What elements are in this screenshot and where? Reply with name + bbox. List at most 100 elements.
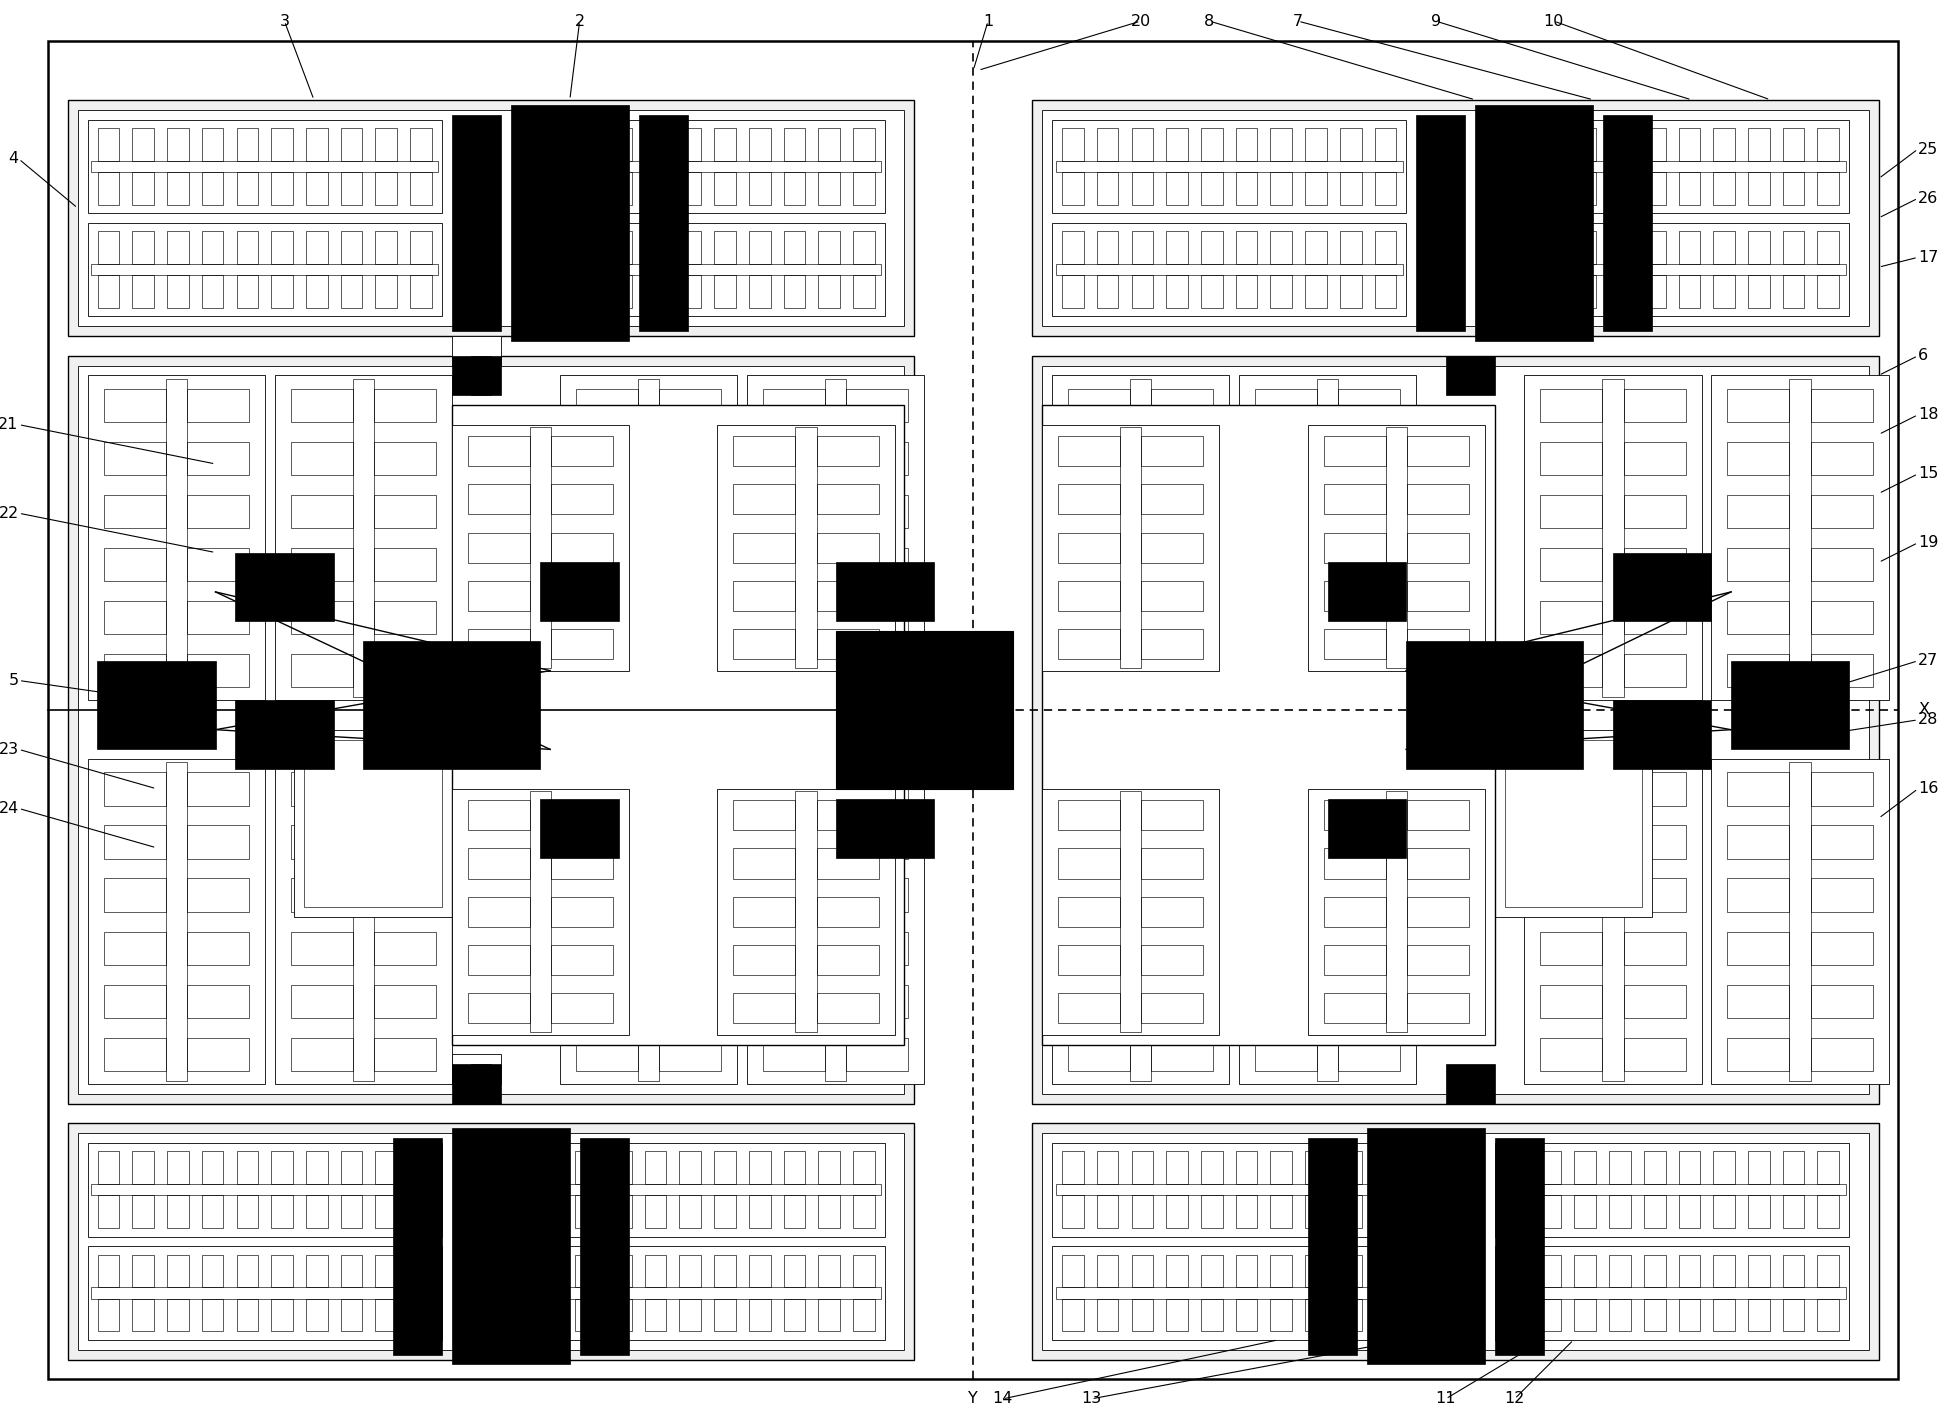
Bar	[1728, 389, 1790, 422]
Bar	[291, 879, 353, 912]
Bar	[795, 791, 816, 1032]
Bar	[1679, 172, 1701, 204]
Bar	[374, 825, 436, 859]
Bar	[1747, 1255, 1770, 1288]
Bar	[1142, 436, 1204, 466]
Bar	[1408, 629, 1470, 659]
Bar	[551, 993, 613, 1024]
Bar	[103, 1038, 165, 1071]
Bar	[1817, 1299, 1838, 1332]
Bar	[1097, 275, 1119, 308]
Bar	[714, 1255, 735, 1288]
Bar	[97, 1255, 120, 1288]
Bar	[97, 1299, 120, 1332]
Bar	[132, 1196, 153, 1228]
Bar	[235, 700, 334, 770]
Bar	[452, 356, 500, 395]
Bar	[202, 275, 223, 308]
Bar	[1235, 1255, 1256, 1288]
Bar	[1130, 763, 1152, 1081]
Bar	[1152, 494, 1214, 528]
Bar	[1255, 442, 1317, 474]
Bar	[1063, 275, 1084, 308]
Bar	[467, 484, 529, 514]
Bar	[1574, 1196, 1596, 1228]
Bar	[1505, 172, 1526, 204]
Bar	[1644, 231, 1666, 264]
Bar	[1324, 629, 1386, 659]
Bar	[1679, 1299, 1701, 1332]
Bar	[644, 128, 667, 160]
Bar	[1053, 1247, 1406, 1340]
Bar	[1714, 1152, 1735, 1184]
Bar	[733, 581, 795, 611]
Bar	[1305, 1299, 1326, 1332]
Bar	[1338, 879, 1400, 912]
Bar	[1041, 405, 1495, 1045]
Bar	[374, 932, 436, 964]
Bar	[186, 494, 248, 528]
Bar	[186, 442, 248, 474]
Bar	[202, 1255, 223, 1288]
Bar	[1338, 389, 1400, 422]
Bar	[1068, 825, 1130, 859]
Bar	[1408, 849, 1470, 879]
Bar	[291, 548, 353, 581]
Text: 28: 28	[1918, 713, 1939, 727]
Bar	[783, 128, 805, 160]
Bar	[186, 984, 248, 1018]
Bar	[78, 365, 904, 1093]
Bar	[1152, 932, 1214, 964]
Bar	[452, 788, 628, 1035]
Bar	[1623, 389, 1685, 422]
Bar	[1132, 1299, 1154, 1332]
Bar	[576, 494, 638, 528]
Bar	[748, 128, 770, 160]
Bar	[271, 128, 293, 160]
Bar	[1152, 984, 1214, 1018]
Bar	[394, 1137, 442, 1355]
Text: 9: 9	[1431, 14, 1441, 28]
Bar	[467, 532, 529, 562]
Bar	[237, 275, 258, 308]
Bar	[1679, 231, 1701, 264]
Bar	[97, 231, 120, 264]
Bar	[1540, 1152, 1561, 1184]
Bar	[186, 548, 248, 581]
Bar	[1324, 436, 1386, 466]
Bar	[576, 1152, 597, 1184]
Bar	[376, 172, 397, 204]
Bar	[1053, 1143, 1406, 1237]
Bar	[747, 760, 925, 1083]
Bar	[237, 1255, 258, 1288]
Bar	[1505, 740, 1642, 907]
Bar	[374, 494, 436, 528]
Bar	[291, 1038, 353, 1071]
Bar	[541, 1196, 562, 1228]
Bar	[291, 932, 353, 964]
Bar	[1041, 425, 1220, 670]
Text: 4: 4	[8, 152, 19, 166]
Bar	[1340, 172, 1361, 204]
Bar	[467, 849, 529, 879]
Bar	[1408, 944, 1470, 976]
Bar	[1165, 275, 1189, 308]
Bar	[376, 231, 397, 264]
Bar	[1305, 1152, 1326, 1184]
Bar	[1059, 581, 1121, 611]
Bar	[1059, 532, 1121, 562]
Bar	[541, 275, 562, 308]
Bar	[1747, 128, 1770, 160]
Bar	[271, 1299, 293, 1332]
Bar	[1747, 1196, 1770, 1228]
Bar	[644, 172, 667, 204]
Bar	[1728, 653, 1790, 687]
Bar	[1055, 1288, 1402, 1299]
Text: 1: 1	[983, 14, 993, 28]
Bar	[818, 231, 840, 264]
Bar	[1255, 389, 1317, 422]
Bar	[1235, 231, 1256, 264]
Bar	[374, 389, 436, 422]
Bar	[341, 1152, 363, 1184]
Text: 7: 7	[1293, 14, 1303, 28]
